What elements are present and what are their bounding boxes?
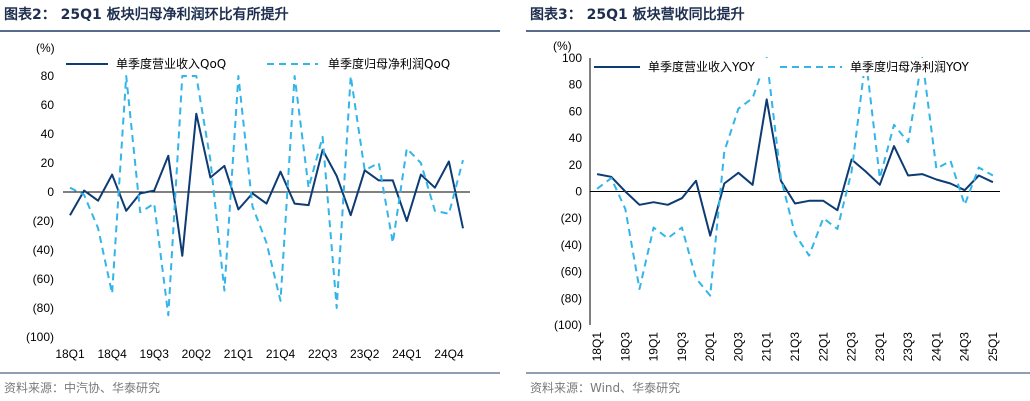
y-tick-label: (40) xyxy=(33,243,54,257)
y-tick-label: 100 xyxy=(562,51,582,65)
y-tick-label: (60) xyxy=(561,265,582,279)
series-line-profit-yoy xyxy=(596,57,994,297)
x-tick-label: 23Q1 xyxy=(873,332,887,362)
x-tick-label: 21Q1 xyxy=(760,332,774,362)
source-note: 资料来源：Wind、华泰研究 xyxy=(530,380,680,395)
chart-qoq: 图表2： 25Q1 板块归母净利润环比有所提升 (%) 80 60 40 20 0 (20… xyxy=(0,6,500,395)
legend-bg-1 xyxy=(644,58,776,76)
x-tick-label: 20Q2 xyxy=(182,347,212,361)
x-tick-label: 22Q3 xyxy=(308,347,338,361)
x-tick-label: 21Q3 xyxy=(788,332,802,362)
source-note: 资料来源：中汽协、华泰研究 xyxy=(4,380,160,395)
y-tick-label: 20 xyxy=(569,158,583,172)
chart-yoy: 图表3： 25Q1 板块营收同比提升 (%) 100 80 60 40 20 0 (20) (… xyxy=(526,6,1030,395)
legend-label-revenue-yoy: 单季度营业收入YOY xyxy=(648,59,755,74)
y-tick-label: 60 xyxy=(569,104,583,118)
x-tick-label: 18Q3 xyxy=(618,332,632,362)
x-tick-label: 24Q4 xyxy=(434,347,464,361)
y-tick-label: 40 xyxy=(41,127,55,141)
x-axis-ticks: 18Q1 18Q3 19Q1 19Q3 20Q1 20Q3 21Q1 21Q3 22Q1 22Q3… xyxy=(590,332,1000,362)
y-tick-label: (60) xyxy=(33,272,54,286)
x-tick-label: 21Q1 xyxy=(224,347,254,361)
y-tick-label: 80 xyxy=(569,78,583,92)
y-tick-label: 40 xyxy=(569,131,583,145)
x-tick-label: 25Q1 xyxy=(986,332,1000,362)
y-tick-label: 80 xyxy=(41,69,55,83)
x-tick-label: 19Q3 xyxy=(140,347,170,361)
x-tick-label: 24Q3 xyxy=(958,332,972,362)
series-line-revenue-qoq xyxy=(69,112,464,257)
x-tick-label: 23Q3 xyxy=(901,332,915,362)
legend-label-profit-qoq: 单季度归母净利润QoQ xyxy=(328,56,450,71)
legend-label-revenue-qoq: 单季度营业收入QoQ xyxy=(116,56,226,71)
y-tick-label: (80) xyxy=(33,301,54,315)
x-tick-label: 20Q1 xyxy=(703,332,717,362)
y-tick-label: (100) xyxy=(26,330,54,344)
series-line-profit-qoq xyxy=(69,75,464,317)
y-tick-label: (20) xyxy=(33,214,54,228)
x-tick-label: 22Q1 xyxy=(816,332,830,362)
x-tick-label: 18Q1 xyxy=(590,332,604,362)
x-tick-label: 19Q1 xyxy=(647,332,661,362)
y-tick-label: 20 xyxy=(41,156,55,170)
legend-label-profit-yoy: 单季度归母净利润YOY xyxy=(850,59,969,74)
legend: 单季度营业收入QoQ 单季度归母净利润QoQ xyxy=(66,54,472,72)
x-tick-label: 18Q4 xyxy=(97,347,127,361)
y-tick-label: 0 xyxy=(47,185,54,199)
series-line-revenue-yoy xyxy=(596,98,994,237)
y-tick-label: (80) xyxy=(561,291,582,305)
chart-title: 图表2： 25Q1 板块归母净利润环比有所提升 xyxy=(4,6,289,23)
x-axis-ticks: 18Q1 18Q4 19Q3 20Q2 21Q1 21Q4 22Q3 23Q2 24Q1 24Q4 xyxy=(55,347,464,361)
legend-bg-2 xyxy=(322,54,472,72)
y-unit-label: (%) xyxy=(553,39,572,53)
x-tick-label: 19Q3 xyxy=(675,332,689,362)
x-tick-label: 22Q3 xyxy=(845,332,859,362)
x-tick-label: 24Q1 xyxy=(929,332,943,362)
y-tick-label: (100) xyxy=(554,318,582,332)
chart-title: 图表3： 25Q1 板块营收同比提升 xyxy=(530,6,745,23)
legend-bg-1 xyxy=(104,54,254,72)
y-tick-label: 0 xyxy=(575,185,582,199)
y-tick-label: (40) xyxy=(561,238,582,252)
y-tick-label: (20) xyxy=(561,211,582,225)
legend: 单季度营业收入YOY 单季度归母净利润YOY xyxy=(594,58,996,76)
y-axis-ticks: 100 80 60 40 20 0 (20) (40) (60) (80) (100) xyxy=(554,51,582,332)
x-tick-label: 18Q1 xyxy=(55,347,85,361)
x-tick-label: 21Q4 xyxy=(266,347,296,361)
y-tick-label: 60 xyxy=(41,98,55,112)
x-tick-label: 23Q2 xyxy=(350,347,380,361)
y-axis-ticks: 80 60 40 20 0 (20) (40) (60) (80) (100) xyxy=(26,69,54,344)
legend-bg-2 xyxy=(846,58,996,76)
y-unit-label: (%) xyxy=(36,41,55,55)
x-tick-label: 20Q3 xyxy=(731,332,745,362)
x-tick-label: 24Q1 xyxy=(392,347,422,361)
